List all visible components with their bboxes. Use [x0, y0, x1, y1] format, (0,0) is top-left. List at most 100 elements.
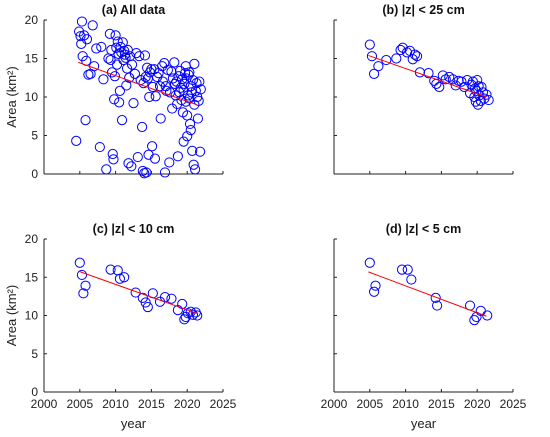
data-point — [409, 49, 421, 60]
x-tick-label: 2005 — [356, 397, 383, 411]
y-tick-label: 20 — [25, 13, 39, 27]
data-point — [98, 74, 109, 85]
data-point — [481, 89, 492, 100]
data-point — [164, 157, 175, 168]
data-point — [434, 81, 445, 93]
data-point — [111, 59, 123, 70]
data-point — [107, 148, 118, 160]
data-point — [190, 85, 201, 96]
scatter-points — [364, 39, 494, 110]
data-point — [136, 121, 148, 133]
data-point — [132, 151, 143, 163]
data-point — [189, 164, 201, 175]
data-point — [126, 59, 138, 70]
data-point — [368, 68, 380, 80]
data-point — [396, 264, 408, 275]
y-axis-label: Area (km²) — [4, 66, 19, 127]
data-point — [192, 310, 203, 321]
data-point — [188, 159, 199, 170]
data-point — [187, 309, 199, 320]
data-point — [80, 280, 91, 291]
trend-line — [78, 61, 197, 106]
y-tick-label: 15 — [25, 270, 39, 284]
data-point — [411, 51, 423, 62]
y-axis-label: Area (km²) — [4, 285, 19, 346]
y-tick-label: 5 — [31, 129, 38, 143]
chart-panel-3: 2000 2005 2010 2015 2020 2025 0 5 10 15 20 (c) |z| … — [4, 222, 237, 431]
data-point — [169, 57, 180, 68]
data-point — [114, 85, 125, 96]
data-point — [71, 135, 82, 146]
panel-title: (a) All data — [102, 3, 166, 17]
data-point — [74, 257, 85, 268]
data-point — [182, 308, 194, 319]
data-point — [117, 37, 128, 48]
data-point — [140, 297, 151, 308]
panel-title: (c) |z| < 10 cm — [93, 222, 175, 236]
data-point — [364, 39, 375, 50]
data-point — [128, 98, 139, 109]
data-point — [182, 131, 193, 142]
data-point — [192, 113, 204, 124]
data-point — [469, 314, 480, 326]
data-point — [429, 75, 440, 86]
data-point — [81, 34, 93, 45]
data-point — [149, 153, 161, 164]
data-point — [114, 97, 125, 108]
data-point — [432, 300, 443, 311]
x-axis-label: year — [121, 416, 147, 431]
data-point — [476, 81, 487, 93]
scatter-points — [74, 257, 203, 325]
x-tick-label: 2015 — [428, 397, 455, 411]
data-point — [483, 94, 494, 106]
trend-line — [78, 270, 197, 314]
y-tick-label: 0 — [31, 385, 38, 399]
data-point — [112, 36, 123, 47]
x-tick-label: 2015 — [138, 397, 165, 411]
data-point — [437, 70, 448, 81]
data-point — [109, 71, 120, 82]
data-point — [195, 84, 206, 95]
chart-panel-1: 0 5 10 15 20 (a) All data Area (km²) — [4, 3, 224, 181]
data-point — [406, 274, 417, 285]
data-point — [173, 71, 184, 82]
data-point — [120, 52, 131, 63]
data-point — [147, 141, 158, 152]
y-tick-label: 15 — [25, 52, 39, 66]
data-point — [456, 76, 467, 87]
data-point — [105, 54, 116, 66]
x-tick-label: 2020 — [464, 397, 491, 411]
data-point — [130, 287, 141, 298]
data-point — [157, 61, 168, 72]
data-point — [459, 81, 470, 93]
x-tick-label: 2000 — [321, 397, 348, 411]
data-point — [159, 58, 170, 69]
data-point — [395, 44, 406, 56]
data-point — [76, 269, 88, 281]
data-point — [124, 72, 135, 83]
y-tick-label: 5 — [31, 347, 38, 361]
y-tick-label: 20 — [25, 232, 39, 246]
data-point — [101, 164, 112, 175]
data-point — [179, 314, 190, 325]
chart-panel-4: 2000 2005 2010 2015 2020 2025 (d) |z| < 5 cm ye… — [321, 222, 527, 431]
data-point — [114, 273, 125, 284]
data-point — [141, 167, 152, 178]
data-point — [119, 45, 130, 56]
data-point — [78, 30, 90, 41]
data-point — [423, 68, 434, 79]
x-tick-label: 2000 — [31, 397, 58, 411]
data-point — [179, 78, 190, 90]
data-point — [482, 310, 493, 321]
data-point — [87, 20, 98, 31]
x-tick-label: 2025 — [210, 397, 237, 411]
data-point — [368, 286, 380, 297]
scatter-points — [364, 257, 493, 326]
data-point — [178, 136, 189, 147]
data-point — [80, 115, 91, 126]
data-point — [110, 30, 121, 41]
data-point — [402, 264, 413, 275]
data-point — [91, 43, 102, 54]
data-point — [150, 91, 161, 102]
